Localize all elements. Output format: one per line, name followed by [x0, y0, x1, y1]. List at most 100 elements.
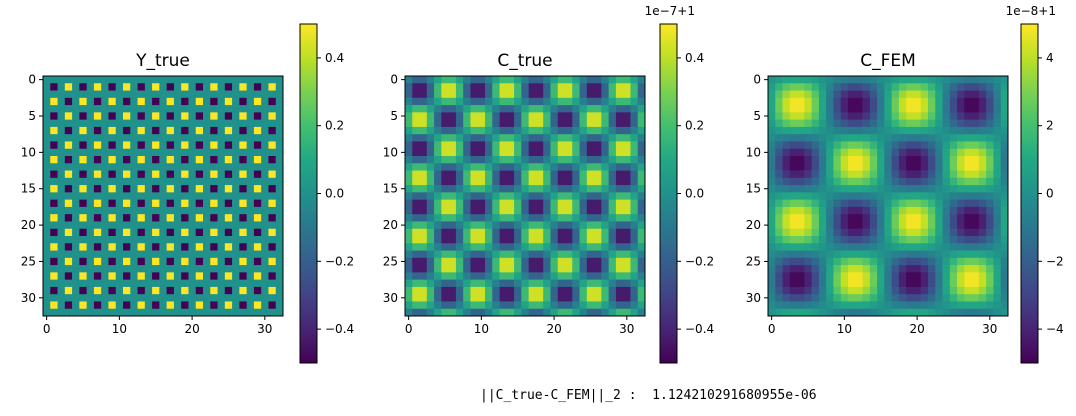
heatmap-cell [572, 83, 580, 91]
heatmap-cell [623, 214, 631, 222]
heatmap-cell [920, 126, 929, 135]
heatmap-cell [405, 294, 413, 302]
heatmap-cell [942, 83, 951, 91]
heatmap-cell [455, 141, 464, 150]
heatmap-cell [181, 199, 189, 208]
heatmap-cell [986, 236, 994, 244]
heatmap-cell [920, 148, 929, 157]
heatmap-cell [43, 141, 51, 150]
heatmap-cell [64, 148, 73, 157]
heatmap-cell [434, 141, 442, 150]
heatmap-cell [818, 83, 827, 91]
heatmap-cell [898, 177, 907, 186]
heatmap-cell [101, 141, 109, 150]
heatmap-cell [920, 141, 929, 150]
heatmap-cell [928, 279, 936, 288]
heatmap-cell [898, 90, 907, 99]
heatmap-cell [877, 126, 885, 135]
heatmap-cell [463, 272, 471, 280]
heatmap-cell [630, 221, 639, 230]
heatmap-cell [470, 170, 479, 179]
heatmap-cell [492, 206, 500, 215]
heatmap-cell [57, 119, 66, 128]
heatmap-cell [862, 221, 871, 230]
heatmap-cell [928, 272, 936, 280]
heatmap-cell [181, 163, 189, 171]
heatmap-cell [485, 294, 493, 302]
heatmap-cell [188, 97, 197, 106]
heatmap-cell [72, 83, 80, 91]
heatmap-cell [978, 228, 987, 237]
heatmap-cell [166, 286, 175, 295]
heatmap-cell [615, 105, 624, 113]
heatmap-cell [43, 286, 51, 295]
heatmap-cell [993, 221, 1002, 230]
heatmap-cell [630, 250, 639, 259]
heatmap-cell [913, 97, 922, 106]
heatmap-cell [123, 156, 131, 164]
heatmap-cell [898, 76, 907, 84]
heatmap-cell [492, 105, 500, 113]
heatmap-cell [166, 170, 175, 179]
heatmap-cell [499, 141, 508, 150]
heatmap-cell [93, 243, 102, 251]
heatmap-cell [246, 126, 255, 135]
x-tick-label: 30 [257, 322, 272, 336]
heatmap-cell [268, 148, 277, 157]
heatmap-cell [86, 206, 95, 215]
heatmap-cell [993, 214, 1002, 222]
heatmap-cell [630, 119, 639, 128]
heatmap-cell [463, 119, 471, 128]
heatmap-cell [217, 119, 226, 128]
heatmap-cell [499, 90, 508, 99]
heatmap-cell [152, 105, 160, 113]
heatmap-cell [557, 112, 566, 120]
x-tick-label: 20 [909, 322, 924, 336]
heatmap-cell [123, 228, 131, 237]
heatmap-cell [877, 272, 885, 280]
heatmap-cell [64, 199, 73, 208]
heatmap-cell [855, 134, 863, 142]
heatmap-cell [166, 221, 175, 230]
heatmap-cell [188, 170, 197, 179]
heatmap-cell [964, 156, 972, 164]
heatmap-cell [108, 257, 117, 266]
heatmap-cell [72, 221, 80, 230]
heatmap-cell [144, 134, 153, 142]
heatmap-cell [203, 163, 211, 171]
heatmap-cell [224, 199, 233, 208]
heatmap-cell [898, 134, 907, 142]
heatmap-cell [253, 112, 262, 120]
heatmap-cell [57, 148, 66, 157]
heatmap-cell [768, 279, 776, 288]
heatmap-cell [826, 83, 834, 91]
heatmap-cell [572, 177, 580, 186]
heatmap-cell [826, 294, 834, 302]
heatmap-cell [775, 272, 783, 280]
heatmap-cell [797, 272, 805, 280]
heatmap-cell [557, 236, 566, 244]
heatmap-cell [268, 170, 277, 179]
heatmap-cell [173, 170, 182, 179]
heatmap-cell [181, 257, 189, 266]
heatmap-cell [43, 119, 51, 128]
heatmap-cell [891, 126, 900, 135]
heatmap-cell [159, 177, 167, 186]
heatmap-cell [986, 90, 994, 99]
heatmap-cell [833, 134, 842, 142]
heatmap-cell [441, 272, 449, 280]
heatmap-cell [144, 294, 153, 302]
heatmap-cell [528, 221, 537, 230]
heatmap-cell [43, 134, 51, 142]
heatmap-cell [913, 221, 922, 230]
colorbar-tick-label: 0.2 [325, 119, 344, 133]
heatmap-cell [50, 301, 58, 310]
heatmap-cell [594, 192, 602, 200]
heatmap-cell [804, 90, 812, 99]
heatmap-cell [477, 112, 486, 120]
heatmap-cell [935, 156, 943, 164]
heatmap-cell [434, 214, 442, 222]
heatmap-cell [93, 308, 102, 317]
heatmap-cell [224, 243, 233, 251]
heatmap-cell [637, 163, 646, 171]
